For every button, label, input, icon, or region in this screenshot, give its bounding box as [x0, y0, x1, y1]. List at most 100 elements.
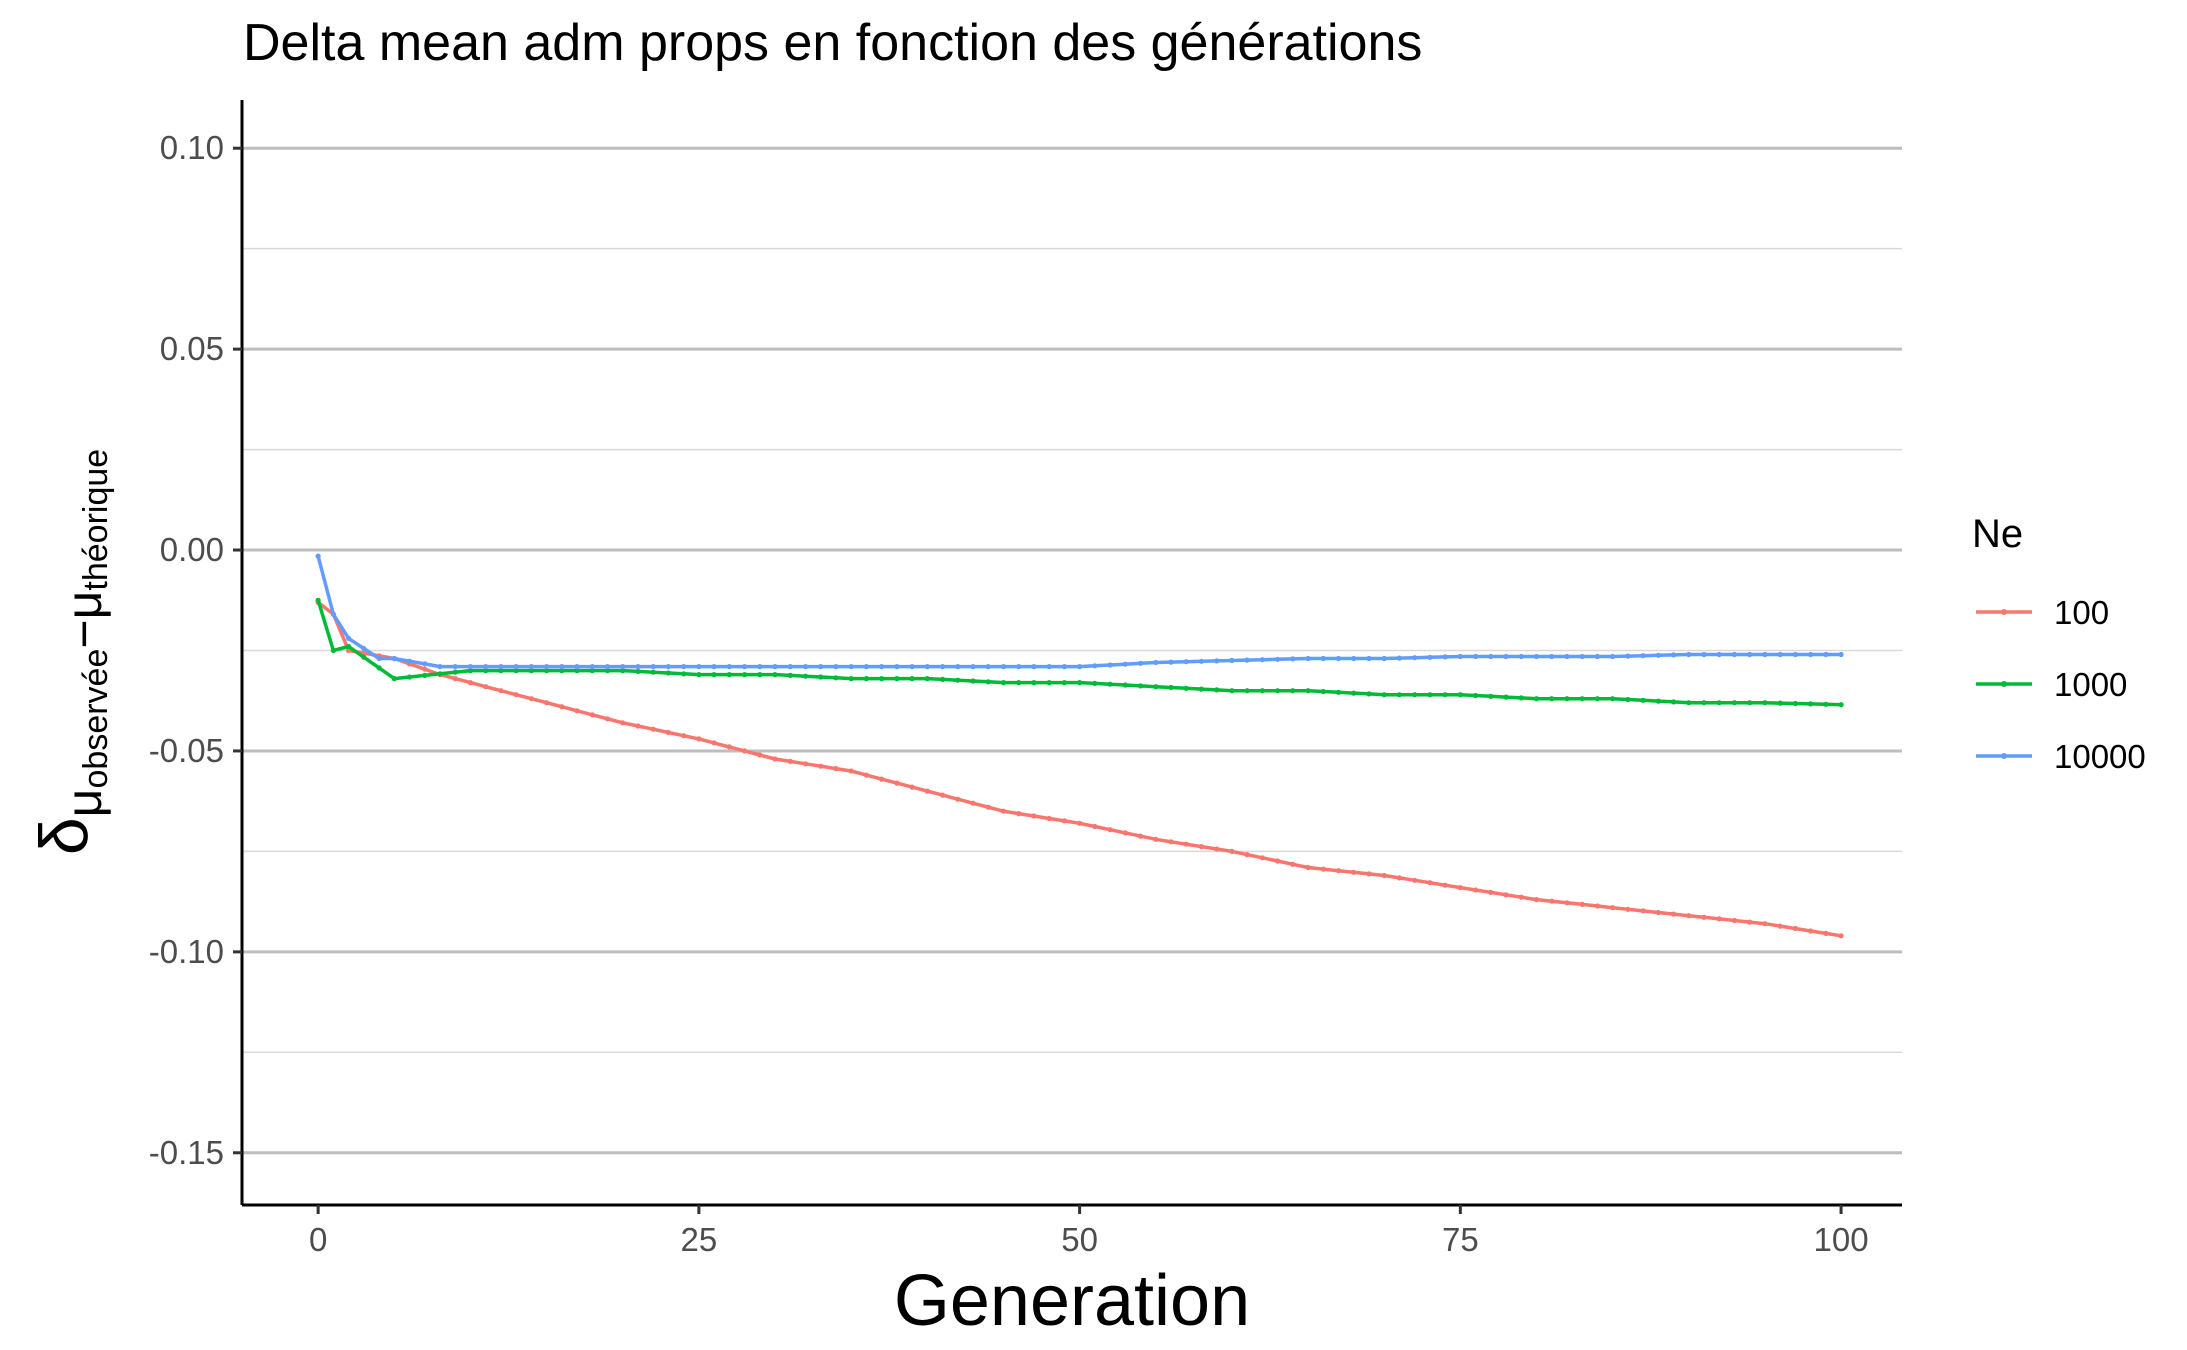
series-point-10000-12	[498, 664, 503, 669]
series-point-1000-77	[1488, 694, 1493, 699]
series-point-10000-15	[544, 664, 549, 669]
series-point-100-37	[879, 777, 884, 782]
y-title-minus: −	[56, 619, 112, 648]
series-point-10000-99	[1823, 652, 1828, 657]
series-point-100-84	[1595, 903, 1600, 908]
y-tick-label-3: -0.05	[149, 732, 224, 769]
series-point-10000-81	[1549, 654, 1554, 659]
series-point-1000-64	[1290, 688, 1295, 693]
series-point-10000-47	[1031, 664, 1036, 669]
series-point-10000-68	[1351, 656, 1356, 661]
y-tick-label-1: 0.05	[160, 330, 224, 367]
series-point-100-53	[1123, 830, 1128, 835]
series-point-100-28	[742, 748, 747, 753]
series-point-1000-6	[407, 674, 412, 679]
series-point-100-24	[681, 733, 686, 738]
series-point-1000-88	[1656, 699, 1661, 704]
y-tick-label-5: -0.15	[149, 1134, 224, 1171]
series-point-1000-91	[1701, 700, 1706, 705]
series-point-1000-33	[818, 674, 823, 679]
series-point-1000-82	[1564, 696, 1569, 701]
series-point-1000-52	[1108, 682, 1113, 687]
series-point-100-68	[1351, 870, 1356, 875]
series-point-10000-5	[392, 656, 397, 661]
series-point-1000-32	[803, 674, 808, 679]
series-point-10000-25	[696, 664, 701, 669]
series-point-1000-90	[1686, 700, 1691, 705]
series-point-1000-21	[635, 669, 640, 674]
x-tick-label-4: 100	[1814, 1221, 1869, 1258]
series-point-100-49	[1062, 818, 1067, 823]
series-point-100-74	[1443, 883, 1448, 888]
series-point-10000-23	[666, 664, 671, 669]
series-point-1000-69	[1366, 691, 1371, 696]
series-point-10000-41	[940, 664, 945, 669]
series-point-100-39	[910, 785, 915, 790]
series-point-10000-9	[453, 664, 458, 669]
series-point-100-21	[635, 723, 640, 728]
series-point-10000-95	[1762, 652, 1767, 657]
series-point-10000-44	[986, 664, 991, 669]
series-point-1000-61	[1245, 688, 1250, 693]
series-point-10000-54	[1138, 661, 1143, 666]
series-point-1000-50	[1077, 680, 1082, 685]
series-point-10000-94	[1747, 652, 1752, 657]
series-point-1000-49	[1062, 680, 1067, 685]
series-point-10000-4	[377, 656, 382, 661]
series-point-1000-36	[864, 676, 869, 681]
series-point-10000-24	[681, 664, 686, 669]
series-point-10000-11	[483, 664, 488, 669]
series-point-1000-62	[1260, 688, 1265, 693]
series-point-100-95	[1762, 921, 1767, 926]
series-point-10000-21	[635, 664, 640, 669]
x-tick-label-1: 25	[681, 1221, 718, 1258]
series-point-10000-13	[514, 664, 519, 669]
series-point-1000-25	[696, 672, 701, 677]
series-point-1000-68	[1351, 691, 1356, 696]
series-point-10000-39	[910, 664, 915, 669]
series-point-1000-40	[925, 676, 930, 681]
series-point-10000-60	[1229, 658, 1234, 663]
series-point-10000-0	[316, 554, 321, 559]
series-point-1000-46	[1016, 680, 1021, 685]
series-point-1000-43	[970, 678, 975, 683]
series-point-10000-26	[712, 664, 717, 669]
series-point-100-12	[498, 688, 503, 693]
series-point-100-33	[818, 764, 823, 769]
series-point-10000-79	[1519, 654, 1524, 659]
series-point-10000-93	[1732, 652, 1737, 657]
series-point-100-50	[1077, 821, 1082, 826]
series-point-10000-83	[1580, 654, 1585, 659]
series-point-1000-39	[910, 676, 915, 681]
series-point-10000-43	[970, 664, 975, 669]
series-point-10000-6	[407, 659, 412, 664]
series-point-10000-8	[437, 664, 442, 669]
series-point-10000-82	[1564, 654, 1569, 659]
series-point-100-82	[1564, 900, 1569, 905]
series-point-10000-37	[879, 664, 884, 669]
series-point-100-100	[1839, 933, 1844, 938]
series-point-1000-66	[1321, 689, 1326, 694]
series-point-100-98	[1808, 928, 1813, 933]
series-point-10000-75	[1458, 654, 1463, 659]
series-point-10000-42	[955, 664, 960, 669]
y-tick-label-0: 0.10	[160, 129, 224, 166]
series-point-1000-60	[1229, 688, 1234, 693]
series-point-1000-80	[1534, 696, 1539, 701]
series-point-10000-20	[620, 664, 625, 669]
series-point-100-91	[1701, 915, 1706, 920]
series-point-1000-98	[1808, 701, 1813, 706]
series-point-1000-5	[392, 676, 397, 681]
series-point-1000-71	[1397, 692, 1402, 697]
series-point-100-23	[666, 730, 671, 735]
series-point-100-89	[1671, 912, 1676, 917]
series-point-1000-84	[1595, 696, 1600, 701]
series-point-1000-94	[1747, 700, 1752, 705]
series-point-100-44	[986, 805, 991, 810]
series-point-100-35	[849, 768, 854, 773]
series-point-10000-17	[574, 664, 579, 669]
series-point-10000-22	[651, 664, 656, 669]
series-point-10000-98	[1808, 652, 1813, 657]
series-point-10000-28	[742, 664, 747, 669]
